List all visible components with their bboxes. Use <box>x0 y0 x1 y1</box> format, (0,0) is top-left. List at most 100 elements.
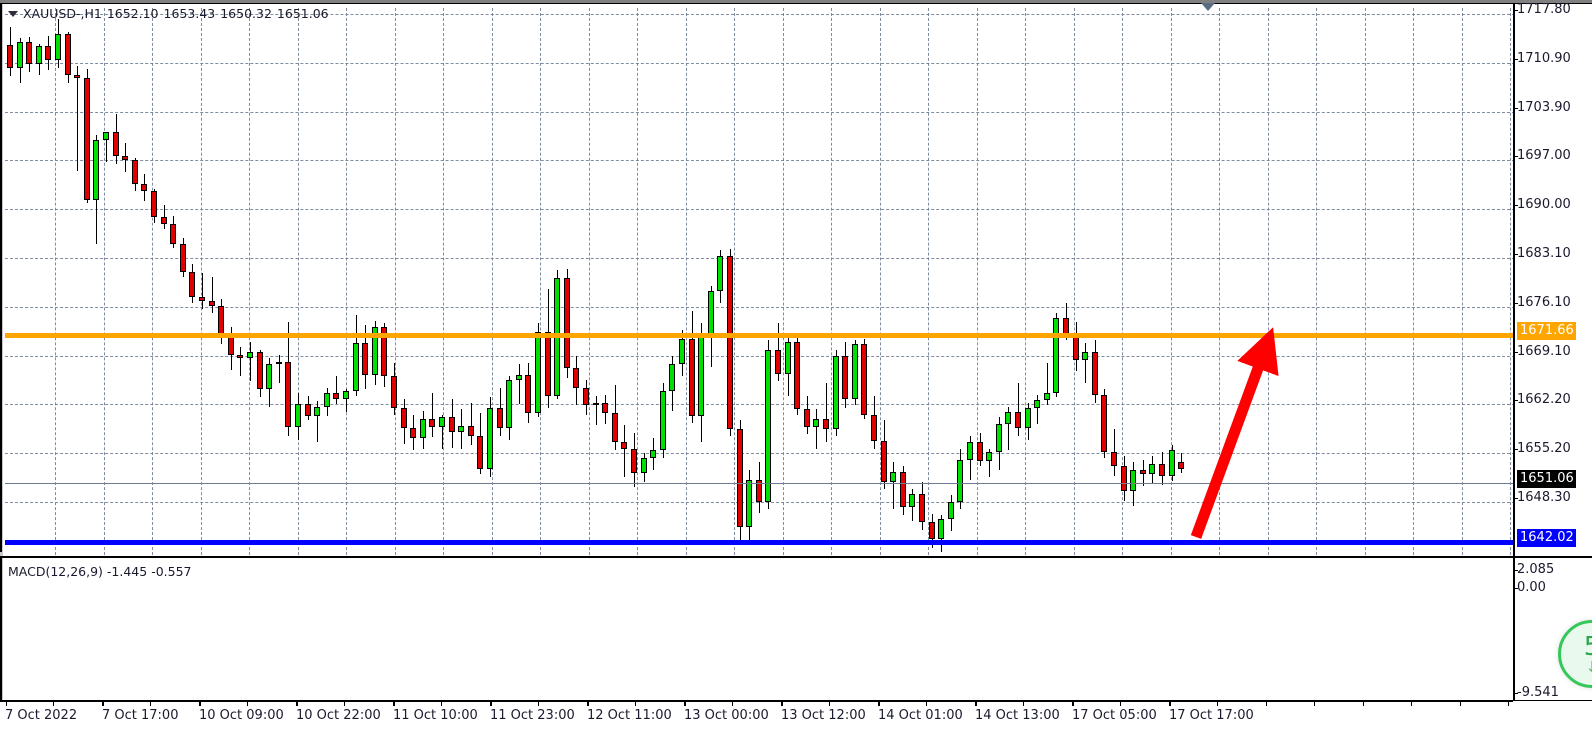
time-gridline <box>443 8 444 555</box>
axis-tick-mark <box>1513 588 1518 589</box>
candle-bullish <box>765 349 771 502</box>
time-gridline <box>880 8 881 555</box>
time-gridline <box>1122 8 1123 555</box>
axis-tick-mark <box>1513 59 1518 60</box>
price-axis-tick: 1676.10 <box>1517 295 1571 310</box>
candle-bearish <box>737 429 743 528</box>
candle-wick <box>1037 394 1038 424</box>
time-axis-tick <box>1170 701 1171 706</box>
candle-bullish <box>785 341 791 374</box>
candle-bullish <box>36 46 42 64</box>
time-gridline <box>783 8 784 555</box>
candle-bullish <box>353 343 359 391</box>
axis-tick-mark <box>1513 449 1518 450</box>
price-axis-tick: 1669.10 <box>1517 344 1571 359</box>
price-axis[interactable]: 1717.80 1710.90 1703.90 1697.00 1690.00 1683.… <box>1513 0 1592 730</box>
time-axis[interactable]: 7 Oct 2022 7 Oct 17:00 10 Oct 09:00 10 Oct … <box>0 701 1592 730</box>
time-gridline <box>928 8 929 555</box>
candle-bearish <box>1073 335 1079 361</box>
time-axis-tick <box>829 701 830 706</box>
crosshair-top-marker <box>1201 3 1215 11</box>
price-axis-tick: 1662.20 <box>1517 392 1571 407</box>
time-axis-tick <box>976 701 977 706</box>
price-axis-tick: 1655.20 <box>1517 441 1571 456</box>
candle-bullish <box>506 380 512 428</box>
last-price-line[interactable] <box>5 483 1515 484</box>
support-line[interactable] <box>5 540 1515 545</box>
ohlc-high: 1653.43 <box>163 6 216 21</box>
candle-bearish <box>1111 451 1117 467</box>
resistance-price-badge[interactable]: 1671.66 <box>1517 322 1576 340</box>
candle-bearish <box>237 355 243 358</box>
candle-bullish <box>660 390 666 451</box>
candle-bullish <box>986 451 992 461</box>
candle-wick <box>816 409 817 450</box>
candle-bullish <box>1053 317 1059 394</box>
time-axis-tick <box>1120 701 1121 706</box>
candle-bearish <box>381 327 387 377</box>
candle-bearish <box>74 74 80 78</box>
candle-bullish <box>103 131 109 141</box>
candle-bearish <box>257 352 263 390</box>
candle-bullish <box>276 361 282 364</box>
candle-bearish <box>161 216 167 224</box>
candle-bullish <box>1082 352 1088 361</box>
price-gridline <box>5 112 1515 113</box>
candle-bearish <box>861 344 867 415</box>
candle-bullish <box>938 519 944 540</box>
candle-wick <box>346 389 347 412</box>
time-axis-tick <box>1363 701 1364 706</box>
time-axis-tick <box>732 701 733 706</box>
time-axis-tick <box>975 701 976 706</box>
time-axis-tick <box>441 701 442 706</box>
candle-bearish <box>900 471 906 508</box>
price-gridline <box>5 404 1515 405</box>
time-gridline <box>1462 8 1463 555</box>
axis-tick-mark <box>1513 693 1518 694</box>
support-price-badge[interactable]: 1642.02 <box>1517 529 1576 547</box>
time-axis-tick <box>878 701 879 706</box>
macd-panel[interactable] <box>0 556 1592 701</box>
time-gridline <box>395 8 396 555</box>
candle-bullish <box>593 403 599 406</box>
price-gridline <box>5 14 1515 15</box>
candle-bearish <box>929 521 935 540</box>
time-axis-label: 12 Oct 11:00 <box>587 708 672 723</box>
time-axis-tick <box>685 701 686 706</box>
candle-bearish <box>756 479 762 503</box>
candle-bearish <box>333 393 339 400</box>
price-gridline <box>5 258 1515 259</box>
time-axis-tick <box>1460 701 1461 706</box>
price-axis-tick: 1648.30 <box>1517 490 1571 505</box>
candle-bearish <box>45 46 51 61</box>
price-plot-area[interactable] <box>5 8 1515 555</box>
time-axis-label: 17 Oct 05:00 <box>1072 708 1157 723</box>
triangle-down-icon[interactable] <box>8 10 18 17</box>
time-gridline <box>1316 8 1317 555</box>
candle-bearish <box>1178 461 1184 469</box>
candle-bullish <box>247 352 253 358</box>
candle-bearish <box>631 449 637 473</box>
time-gridline <box>1413 8 1414 555</box>
candle-bullish <box>698 335 704 416</box>
time-axis-tick <box>587 701 588 706</box>
price-axis-tick: 1683.10 <box>1517 246 1571 261</box>
time-axis-tick <box>588 701 589 706</box>
time-axis-tick <box>297 701 298 706</box>
candle-wick <box>240 347 241 377</box>
time-gridline <box>1268 8 1269 555</box>
candle-bullish <box>420 418 426 439</box>
time-axis-label: 11 Oct 10:00 <box>393 708 478 723</box>
candle-bullish <box>833 356 839 430</box>
candle-bearish <box>1101 394 1107 452</box>
resistance-line[interactable] <box>5 333 1515 338</box>
time-axis-tick <box>296 701 297 706</box>
candle-bullish <box>324 393 330 407</box>
price-panel[interactable] <box>0 3 1592 555</box>
time-gridline <box>1365 8 1366 555</box>
time-axis-tick <box>1411 701 1412 706</box>
candle-bullish <box>343 390 349 400</box>
candle-bearish <box>305 404 311 416</box>
last-price-badge[interactable]: 1651.06 <box>1517 470 1576 488</box>
